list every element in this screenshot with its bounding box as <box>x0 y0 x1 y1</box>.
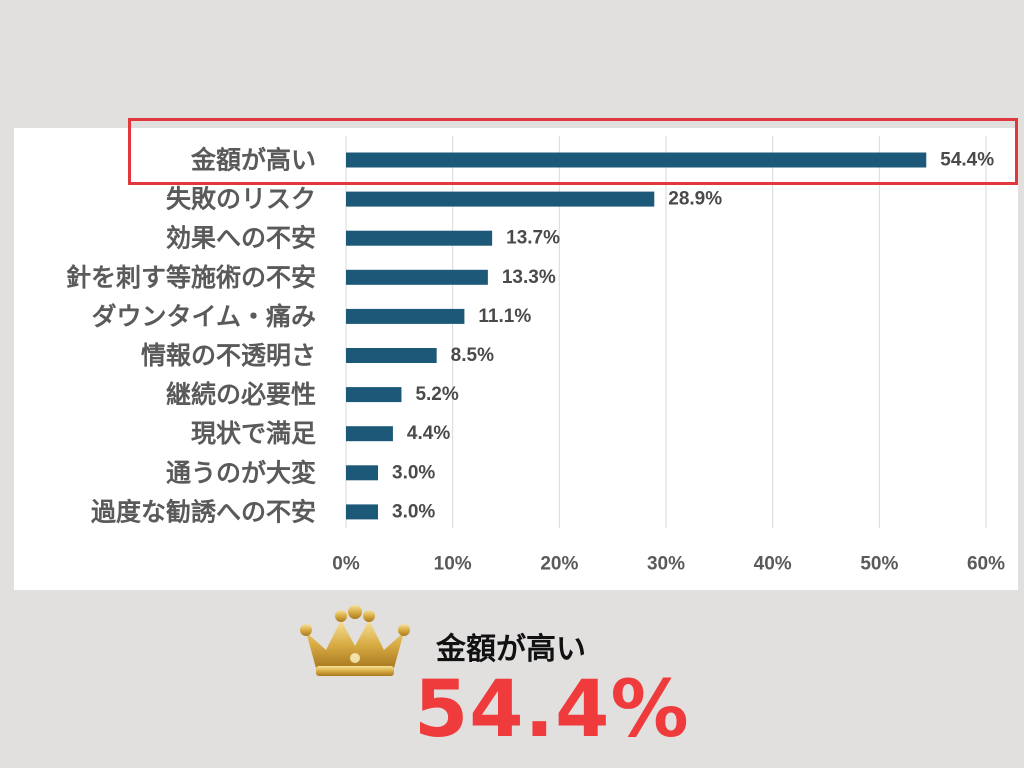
category-label: 効果への不安 <box>166 224 316 253</box>
bar <box>346 152 927 168</box>
value-label: 11.1% <box>478 306 531 327</box>
bar <box>346 504 378 520</box>
category-label: 現状で満足 <box>191 419 316 448</box>
value-label: 54.4% <box>940 150 994 171</box>
chart-panel: 金額が高い 54.4% 失敗のリスク 28.9% 効果への不安 13.7% 針を刺す等施術の… <box>14 128 1018 590</box>
value-label: 8.5% <box>451 345 494 366</box>
category-label: 継続の必要性 <box>166 380 316 409</box>
x-tick-label: 60% <box>967 554 1005 575</box>
bar <box>346 387 402 403</box>
bar <box>346 348 437 363</box>
category-label: 過度な勧誘への不安 <box>91 497 316 526</box>
category-label: 金額が高い <box>190 146 316 175</box>
value-label: 5.2% <box>415 384 458 405</box>
highlight-box <box>128 118 1018 185</box>
value-label: 3.0% <box>392 501 435 522</box>
category-label: 針を刺す等施術の不安 <box>66 263 316 292</box>
bar <box>346 465 378 481</box>
x-tick-label: 40% <box>754 554 792 575</box>
category-label: ダウンタイム・痛み <box>91 302 316 331</box>
summary-value: 54.4% <box>414 665 690 755</box>
bar <box>346 191 655 207</box>
bar <box>346 230 493 246</box>
crown-icon <box>300 605 410 676</box>
x-tick-label: 20% <box>540 554 578 575</box>
bar <box>346 426 393 442</box>
bar <box>346 269 488 285</box>
bar-chart: 金額が高い 54.4% 失敗のリスク 28.9% 効果への不安 13.7% 針を刺す等施術の… <box>66 136 1005 575</box>
x-tick-label: 0% <box>332 554 360 575</box>
x-tick-label: 50% <box>860 554 898 575</box>
value-label: 13.3% <box>502 267 556 288</box>
category-label: 情報の不透明さ <box>141 341 316 370</box>
summary-label: 金額が高い <box>436 632 586 667</box>
value-label: 13.7% <box>506 228 560 249</box>
value-label: 28.9% <box>668 189 722 210</box>
category-label: 通うのが大変 <box>166 458 316 487</box>
bar <box>346 308 465 324</box>
x-tick-label: 10% <box>434 554 472 575</box>
category-label: 失敗のリスク <box>166 185 316 214</box>
value-label: 4.4% <box>407 423 450 444</box>
x-tick-label: 30% <box>647 554 685 575</box>
value-label: 3.0% <box>392 462 435 483</box>
